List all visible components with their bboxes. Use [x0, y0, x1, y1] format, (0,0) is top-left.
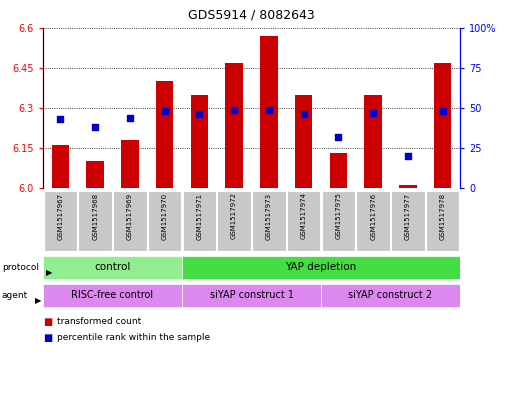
Point	[230, 107, 238, 113]
Bar	[295, 95, 312, 188]
Point	[265, 107, 273, 113]
Bar	[191, 95, 208, 188]
Text: GSM1517968: GSM1517968	[92, 193, 98, 240]
Bar	[260, 36, 278, 188]
Point	[439, 108, 447, 114]
FancyBboxPatch shape	[252, 191, 286, 252]
FancyBboxPatch shape	[287, 191, 320, 252]
Text: RISC-free control: RISC-free control	[71, 290, 153, 301]
Point	[126, 114, 134, 121]
Text: GSM1517971: GSM1517971	[196, 193, 202, 240]
FancyBboxPatch shape	[391, 191, 425, 252]
FancyBboxPatch shape	[182, 256, 460, 279]
Text: GSM1517970: GSM1517970	[162, 193, 168, 240]
FancyBboxPatch shape	[182, 284, 321, 307]
Bar	[364, 95, 382, 188]
Point	[161, 108, 169, 114]
Bar	[434, 62, 451, 188]
Text: ▶: ▶	[35, 296, 42, 305]
Text: GSM1517967: GSM1517967	[57, 193, 64, 240]
FancyBboxPatch shape	[43, 284, 182, 307]
Bar	[225, 62, 243, 188]
Text: protocol: protocol	[2, 263, 39, 272]
Point	[369, 110, 377, 116]
Text: GSM1517974: GSM1517974	[301, 193, 307, 239]
Text: transformed count: transformed count	[57, 318, 142, 327]
Text: agent: agent	[2, 291, 28, 300]
Bar	[52, 145, 69, 188]
FancyBboxPatch shape	[357, 191, 390, 252]
Bar	[330, 153, 347, 188]
Text: GSM1517976: GSM1517976	[370, 193, 376, 240]
Text: YAP depletion: YAP depletion	[285, 263, 357, 272]
FancyBboxPatch shape	[78, 191, 112, 252]
Text: GSM1517975: GSM1517975	[336, 193, 341, 239]
Text: ■: ■	[43, 333, 52, 343]
Text: control: control	[94, 263, 131, 272]
Text: GSM1517972: GSM1517972	[231, 193, 237, 239]
Point	[334, 134, 343, 140]
Bar	[121, 140, 139, 188]
Point	[56, 116, 65, 122]
FancyBboxPatch shape	[218, 191, 251, 252]
FancyBboxPatch shape	[426, 191, 459, 252]
Text: GSM1517977: GSM1517977	[405, 193, 411, 240]
FancyBboxPatch shape	[43, 256, 182, 279]
Bar	[399, 185, 417, 188]
Point	[195, 111, 204, 118]
FancyBboxPatch shape	[183, 191, 216, 252]
Bar	[86, 162, 104, 188]
Point	[404, 153, 412, 159]
Text: percentile rank within the sample: percentile rank within the sample	[57, 334, 210, 343]
Text: GDS5914 / 8082643: GDS5914 / 8082643	[188, 8, 315, 21]
FancyBboxPatch shape	[113, 191, 147, 252]
Text: ■: ■	[43, 317, 52, 327]
Text: siYAP construct 2: siYAP construct 2	[348, 290, 432, 301]
Text: GSM1517969: GSM1517969	[127, 193, 133, 240]
FancyBboxPatch shape	[148, 191, 181, 252]
Point	[91, 124, 99, 130]
FancyBboxPatch shape	[44, 191, 77, 252]
Text: GSM1517973: GSM1517973	[266, 193, 272, 240]
FancyBboxPatch shape	[322, 191, 355, 252]
Bar	[156, 81, 173, 188]
Text: GSM1517978: GSM1517978	[440, 193, 446, 240]
Text: siYAP construct 1: siYAP construct 1	[209, 290, 293, 301]
FancyBboxPatch shape	[321, 284, 460, 307]
Text: ▶: ▶	[46, 268, 52, 277]
Point	[300, 111, 308, 118]
